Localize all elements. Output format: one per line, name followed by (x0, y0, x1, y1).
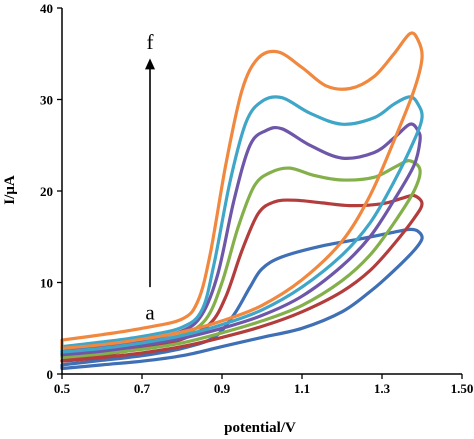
cv-curve-3 (60, 159, 422, 360)
y-tick-label: 30 (40, 93, 53, 108)
arrow-head (145, 58, 155, 70)
x-tick-label: 1.1 (294, 381, 310, 396)
x-axis-ticks: 0.5 0.7 0.9 1.1 1.3 1.50 (54, 374, 474, 396)
y-tick-label: 0 (47, 367, 54, 382)
y-tick-label: 40 (40, 1, 53, 16)
y-tick-label: 10 (40, 276, 53, 291)
curve-label-a: a (145, 300, 155, 324)
y-axis-title: I/µA (2, 175, 18, 205)
x-tick-label: 0.9 (214, 381, 231, 396)
cv-curve-5 (60, 95, 424, 354)
curve-label-f: f (147, 30, 154, 54)
axes (61, 8, 462, 375)
scan-arrow-annotation: a f (145, 30, 155, 324)
cv-curve-6 (60, 31, 424, 350)
y-tick-label: 20 (40, 184, 53, 199)
x-axis-title: potential/V (224, 420, 296, 436)
cv-curve-2 (60, 193, 424, 363)
y-axis-ticks: 0 10 20 30 40 (40, 1, 62, 382)
cv-curve-4 (60, 122, 422, 357)
x-tick-label: 1.50 (451, 381, 474, 396)
x-tick-label: 0.5 (54, 381, 71, 396)
x-tick-label: 0.7 (134, 381, 151, 396)
voltammogram-curves (60, 31, 424, 371)
x-tick-label: 1.3 (374, 381, 391, 396)
